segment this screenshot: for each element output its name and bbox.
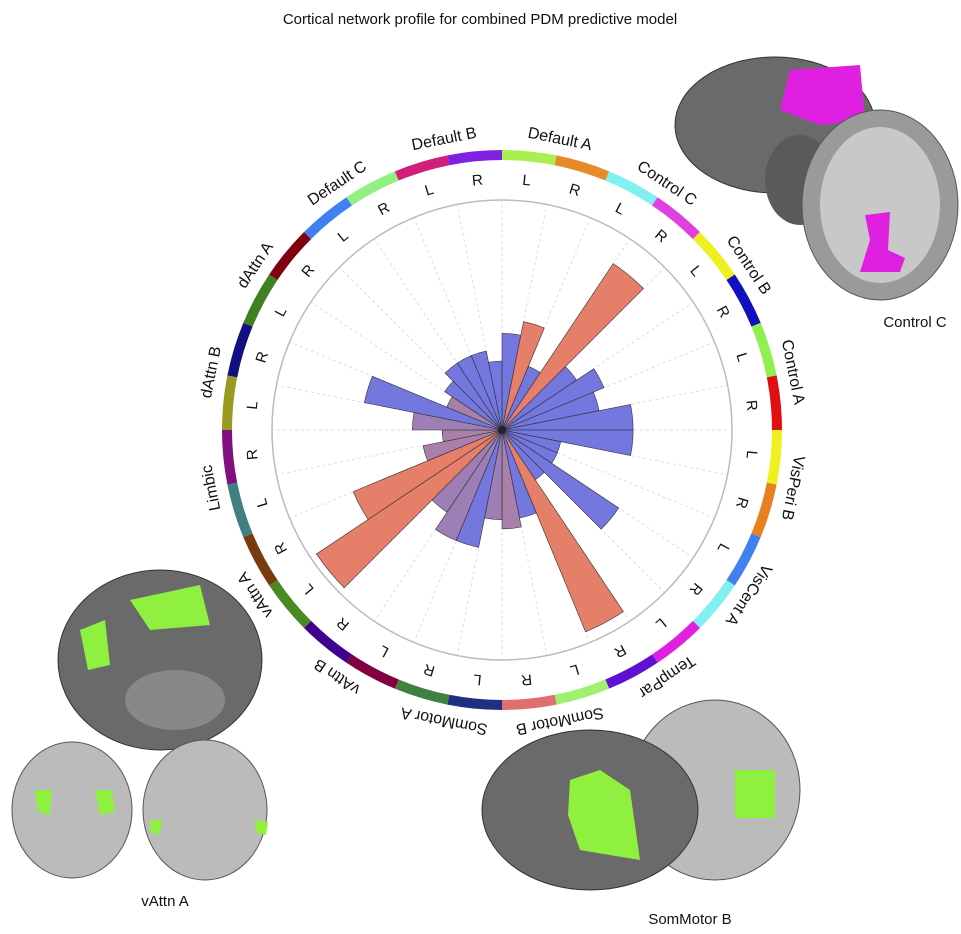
bar: [364, 375, 503, 431]
hemisphere-label: R: [567, 181, 582, 200]
hemisphere-label: L: [376, 641, 391, 660]
hemisphere-label: L: [686, 262, 704, 279]
ring-segment: [222, 429, 238, 485]
bar: [501, 321, 545, 431]
bar: [501, 368, 605, 431]
network-label: dAttn B: [198, 345, 225, 400]
hemisphere-label: L: [423, 181, 436, 200]
ring-segment: [447, 694, 503, 710]
ring-segment: [751, 322, 777, 378]
ring-segment: [751, 482, 777, 538]
ring-segment: [394, 155, 450, 181]
hemisphere-label: R: [611, 641, 629, 661]
hemisphere-label: L: [244, 400, 262, 410]
ring-segment: [554, 679, 610, 705]
hemisphere-label: L: [652, 614, 669, 632]
hemisphere-label: R: [520, 670, 533, 688]
outer-circle: [271, 199, 733, 661]
ring-segment: [269, 579, 312, 628]
hemisphere-label: L: [568, 660, 581, 679]
ring-segment: [501, 694, 557, 710]
hemisphere-label: R: [686, 579, 706, 598]
hemisphere-label: L: [334, 227, 351, 245]
ring-segment: [394, 679, 450, 705]
ring-segment: [605, 171, 658, 206]
ring-segment: [243, 274, 278, 327]
hemisphere-label: L: [272, 304, 291, 319]
bar: [501, 263, 644, 431]
ring-segment: [243, 533, 278, 586]
hemisphere-label: L: [742, 450, 760, 460]
hemisphere-label: L: [713, 540, 732, 555]
ring-segment: [269, 232, 312, 281]
hemisphere-label: L: [522, 172, 532, 190]
ring-segment: [692, 579, 735, 628]
bar: [488, 360, 503, 431]
network-label: Limbic: [199, 463, 225, 512]
ring-segment: [447, 150, 503, 166]
ring-segment: [726, 533, 761, 586]
ring-segment: [766, 429, 782, 485]
brain-control-c: [674, 56, 959, 301]
hemisphere-label: L: [732, 351, 751, 364]
network-label: Control A: [778, 338, 808, 406]
ring-segment: [766, 375, 782, 431]
bar: [501, 429, 624, 633]
network-label: Default B: [410, 125, 478, 155]
hemisphere-label: L: [612, 200, 627, 219]
bar: [470, 350, 503, 431]
ring-segment: [227, 322, 253, 378]
ring-segment: [222, 375, 238, 431]
hemisphere-label: R: [732, 495, 751, 510]
bar: [352, 429, 503, 520]
ring-segment: [554, 155, 610, 181]
bar: [435, 429, 503, 541]
bar: [501, 429, 620, 530]
network-label: VisCent A: [722, 561, 775, 629]
ring-segment: [227, 482, 253, 538]
center-dot: [498, 426, 506, 434]
ring-segment: [346, 654, 399, 689]
network-label: Control C: [634, 158, 700, 210]
network-label: VisPeri B: [778, 454, 807, 522]
ring-segment: [304, 197, 353, 240]
bar: [422, 429, 503, 462]
ring-segment: [346, 171, 399, 206]
hemisphere-label: R: [333, 614, 352, 634]
ring-segment: [651, 620, 700, 663]
network-label: Control B: [723, 233, 774, 298]
network-label: TempPar: [635, 651, 698, 701]
network-label: Default A: [526, 125, 593, 154]
ring-segment: [501, 150, 557, 166]
ring-segment: [304, 620, 353, 663]
bar: [501, 429, 522, 530]
hemisphere-label: R: [471, 172, 484, 190]
hemisphere-label: R: [651, 226, 670, 246]
brain-caption: Control C: [883, 314, 947, 331]
hemisphere-label: R: [375, 199, 393, 219]
chart-title: Cortical network profile for combined PD…: [283, 11, 677, 28]
brain-caption: SomMotor B: [648, 911, 731, 928]
brain-vattn-a: [11, 569, 268, 881]
hemisphere-label: R: [298, 261, 318, 280]
ring-segment: [605, 654, 658, 689]
hemisphere-label: R: [421, 660, 436, 679]
bar: [316, 429, 503, 589]
hemisphere-label: L: [253, 496, 272, 509]
brain-sommotor-b: [481, 699, 801, 891]
hemisphere-label: R: [253, 349, 272, 364]
ring-segment: [651, 197, 700, 240]
ring-segment: [692, 232, 735, 281]
hemisphere-label: R: [244, 448, 262, 461]
hemisphere-label: R: [271, 539, 291, 557]
hemisphere-label: R: [713, 303, 733, 321]
hemisphere-label: R: [742, 399, 760, 412]
network-label: Default C: [305, 158, 370, 209]
hemisphere-label: L: [299, 580, 317, 597]
brain-caption: vAttn A: [141, 893, 189, 910]
hemisphere-label: L: [472, 670, 482, 688]
ring-segment: [726, 274, 761, 327]
